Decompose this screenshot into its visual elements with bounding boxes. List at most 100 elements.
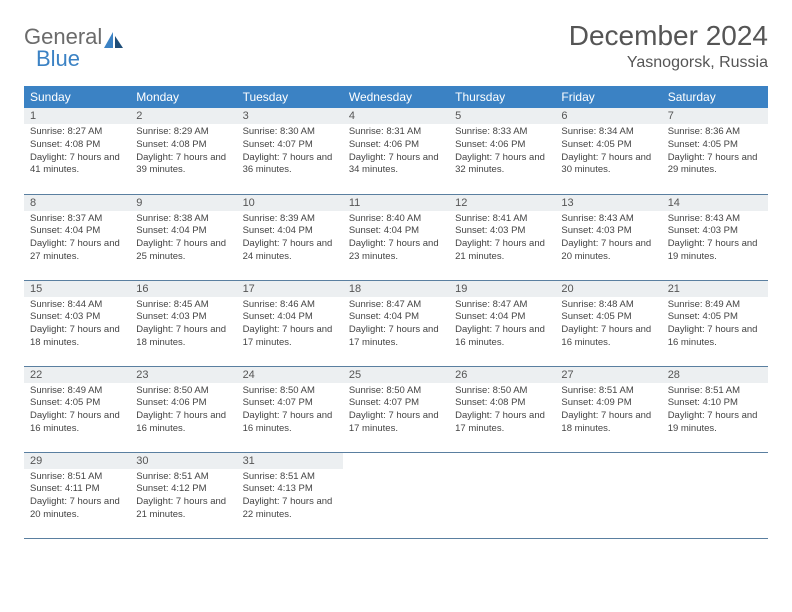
day-number: 18: [343, 281, 449, 297]
sunrise-line: Sunrise: 8:50 AM: [136, 385, 230, 398]
calendar-day-cell: 15Sunrise: 8:44 AMSunset: 4:03 PMDayligh…: [24, 280, 130, 366]
day-body: Sunrise: 8:37 AMSunset: 4:04 PMDaylight:…: [24, 211, 130, 268]
calendar-day-cell: [343, 452, 449, 538]
daylight-line: Daylight: 7 hours and 17 minutes.: [349, 410, 443, 436]
calendar-day-cell: 8Sunrise: 8:37 AMSunset: 4:04 PMDaylight…: [24, 194, 130, 280]
sunset-line: Sunset: 4:05 PM: [668, 311, 762, 324]
logo-word2: Blue: [36, 46, 124, 72]
day-body: Sunrise: 8:27 AMSunset: 4:08 PMDaylight:…: [24, 124, 130, 181]
calendar-week-row: 15Sunrise: 8:44 AMSunset: 4:03 PMDayligh…: [24, 280, 768, 366]
calendar-week-row: 22Sunrise: 8:49 AMSunset: 4:05 PMDayligh…: [24, 366, 768, 452]
sunset-line: Sunset: 4:04 PM: [243, 311, 337, 324]
calendar-day-cell: 1Sunrise: 8:27 AMSunset: 4:08 PMDaylight…: [24, 108, 130, 194]
daylight-line: Daylight: 7 hours and 20 minutes.: [561, 238, 655, 264]
daylight-line: Daylight: 7 hours and 23 minutes.: [349, 238, 443, 264]
calendar-day-cell: 26Sunrise: 8:50 AMSunset: 4:08 PMDayligh…: [449, 366, 555, 452]
calendar-week-row: 8Sunrise: 8:37 AMSunset: 4:04 PMDaylight…: [24, 194, 768, 280]
sunset-line: Sunset: 4:03 PM: [668, 225, 762, 238]
sunrise-line: Sunrise: 8:27 AM: [30, 126, 124, 139]
sunset-line: Sunset: 4:04 PM: [243, 225, 337, 238]
day-body: Sunrise: 8:36 AMSunset: 4:05 PMDaylight:…: [662, 124, 768, 181]
day-number: 7: [662, 108, 768, 124]
sunset-line: Sunset: 4:08 PM: [455, 397, 549, 410]
daylight-line: Daylight: 7 hours and 22 minutes.: [243, 496, 337, 522]
daylight-line: Daylight: 7 hours and 29 minutes.: [668, 152, 762, 178]
sunrise-line: Sunrise: 8:33 AM: [455, 126, 549, 139]
day-number: 3: [237, 108, 343, 124]
day-number: 25: [343, 367, 449, 383]
sunrise-line: Sunrise: 8:34 AM: [561, 126, 655, 139]
sunrise-line: Sunrise: 8:50 AM: [349, 385, 443, 398]
daylight-line: Daylight: 7 hours and 30 minutes.: [561, 152, 655, 178]
day-body: Sunrise: 8:49 AMSunset: 4:05 PMDaylight:…: [662, 297, 768, 354]
sunrise-line: Sunrise: 8:31 AM: [349, 126, 443, 139]
sunrise-line: Sunrise: 8:51 AM: [561, 385, 655, 398]
day-body: Sunrise: 8:48 AMSunset: 4:05 PMDaylight:…: [555, 297, 661, 354]
daylight-line: Daylight: 7 hours and 24 minutes.: [243, 238, 337, 264]
sunset-line: Sunset: 4:05 PM: [668, 139, 762, 152]
day-number: 6: [555, 108, 661, 124]
sunset-line: Sunset: 4:04 PM: [455, 311, 549, 324]
sunset-line: Sunset: 4:11 PM: [30, 483, 124, 496]
sunset-line: Sunset: 4:04 PM: [136, 225, 230, 238]
logo: General Blue: [24, 26, 124, 72]
calendar-day-cell: 9Sunrise: 8:38 AMSunset: 4:04 PMDaylight…: [130, 194, 236, 280]
sunset-line: Sunset: 4:12 PM: [136, 483, 230, 496]
daylight-line: Daylight: 7 hours and 36 minutes.: [243, 152, 337, 178]
sunrise-line: Sunrise: 8:30 AM: [243, 126, 337, 139]
sunrise-line: Sunrise: 8:49 AM: [668, 299, 762, 312]
day-number: 31: [237, 453, 343, 469]
day-number: 21: [662, 281, 768, 297]
day-body: Sunrise: 8:51 AMSunset: 4:09 PMDaylight:…: [555, 383, 661, 440]
daylight-line: Daylight: 7 hours and 39 minutes.: [136, 152, 230, 178]
calendar-day-cell: 27Sunrise: 8:51 AMSunset: 4:09 PMDayligh…: [555, 366, 661, 452]
sunrise-line: Sunrise: 8:50 AM: [455, 385, 549, 398]
daylight-line: Daylight: 7 hours and 16 minutes.: [561, 324, 655, 350]
sunrise-line: Sunrise: 8:51 AM: [136, 471, 230, 484]
sunset-line: Sunset: 4:10 PM: [668, 397, 762, 410]
day-number: 23: [130, 367, 236, 383]
sunset-line: Sunset: 4:08 PM: [136, 139, 230, 152]
sunset-line: Sunset: 4:09 PM: [561, 397, 655, 410]
calendar-table: Sunday Monday Tuesday Wednesday Thursday…: [24, 86, 768, 539]
day-number: 28: [662, 367, 768, 383]
day-body: Sunrise: 8:44 AMSunset: 4:03 PMDaylight:…: [24, 297, 130, 354]
day-body: Sunrise: 8:51 AMSunset: 4:11 PMDaylight:…: [24, 469, 130, 526]
calendar-day-cell: [449, 452, 555, 538]
calendar-day-cell: 25 Sunrise: 8:50 AMSunset: 4:07 PMDayligh…: [343, 366, 449, 452]
sunrise-line: Sunrise: 8:45 AM: [136, 299, 230, 312]
calendar-day-cell: 22Sunrise: 8:49 AMSunset: 4:05 PMDayligh…: [24, 366, 130, 452]
day-number: 27: [555, 367, 661, 383]
sunset-line: Sunset: 4:03 PM: [136, 311, 230, 324]
sunset-line: Sunset: 4:03 PM: [455, 225, 549, 238]
sunset-line: Sunset: 4:07 PM: [349, 397, 443, 410]
day-number: 19: [449, 281, 555, 297]
sunrise-line: Sunrise: 8:43 AM: [561, 213, 655, 226]
daylight-line: Daylight: 7 hours and 18 minutes.: [30, 324, 124, 350]
sunset-line: Sunset: 4:07 PM: [243, 397, 337, 410]
calendar-day-cell: 12Sunrise: 8:41 AMSunset: 4:03 PMDayligh…: [449, 194, 555, 280]
daylight-line: Daylight: 7 hours and 17 minutes.: [349, 324, 443, 350]
calendar-day-cell: 17Sunrise: 8:46 AMSunset: 4:04 PMDayligh…: [237, 280, 343, 366]
day-body: Sunrise: 8:50 AMSunset: 4:08 PMDaylight:…: [449, 383, 555, 440]
day-number: 4: [343, 108, 449, 124]
daylight-line: Daylight: 7 hours and 32 minutes.: [455, 152, 549, 178]
calendar-day-cell: 7Sunrise: 8:36 AMSunset: 4:05 PMDaylight…: [662, 108, 768, 194]
day-number: 13: [555, 195, 661, 211]
day-number: 15: [24, 281, 130, 297]
daylight-line: Daylight: 7 hours and 21 minutes.: [455, 238, 549, 264]
sunrise-line: Sunrise: 8:43 AM: [668, 213, 762, 226]
calendar-day-cell: 2Sunrise: 8:29 AMSunset: 4:08 PMDaylight…: [130, 108, 236, 194]
header: General Blue December 2024 Yasnogorsk, R…: [24, 20, 768, 72]
day-header: Sunday: [24, 86, 130, 108]
sunset-line: Sunset: 4:06 PM: [349, 139, 443, 152]
daylight-line: Daylight: 7 hours and 16 minutes.: [243, 410, 337, 436]
day-body: Sunrise: 8:51 AMSunset: 4:13 PMDaylight:…: [237, 469, 343, 526]
daylight-line: Daylight: 7 hours and 20 minutes.: [30, 496, 124, 522]
sunrise-line: Sunrise: 8:46 AM: [243, 299, 337, 312]
sunset-line: Sunset: 4:04 PM: [30, 225, 124, 238]
sunrise-line: Sunrise: 8:38 AM: [136, 213, 230, 226]
day-body: Sunrise: 8:47 AMSunset: 4:04 PMDaylight:…: [449, 297, 555, 354]
calendar-day-cell: 10Sunrise: 8:39 AMSunset: 4:04 PMDayligh…: [237, 194, 343, 280]
day-body: Sunrise: 8:34 AMSunset: 4:05 PMDaylight:…: [555, 124, 661, 181]
